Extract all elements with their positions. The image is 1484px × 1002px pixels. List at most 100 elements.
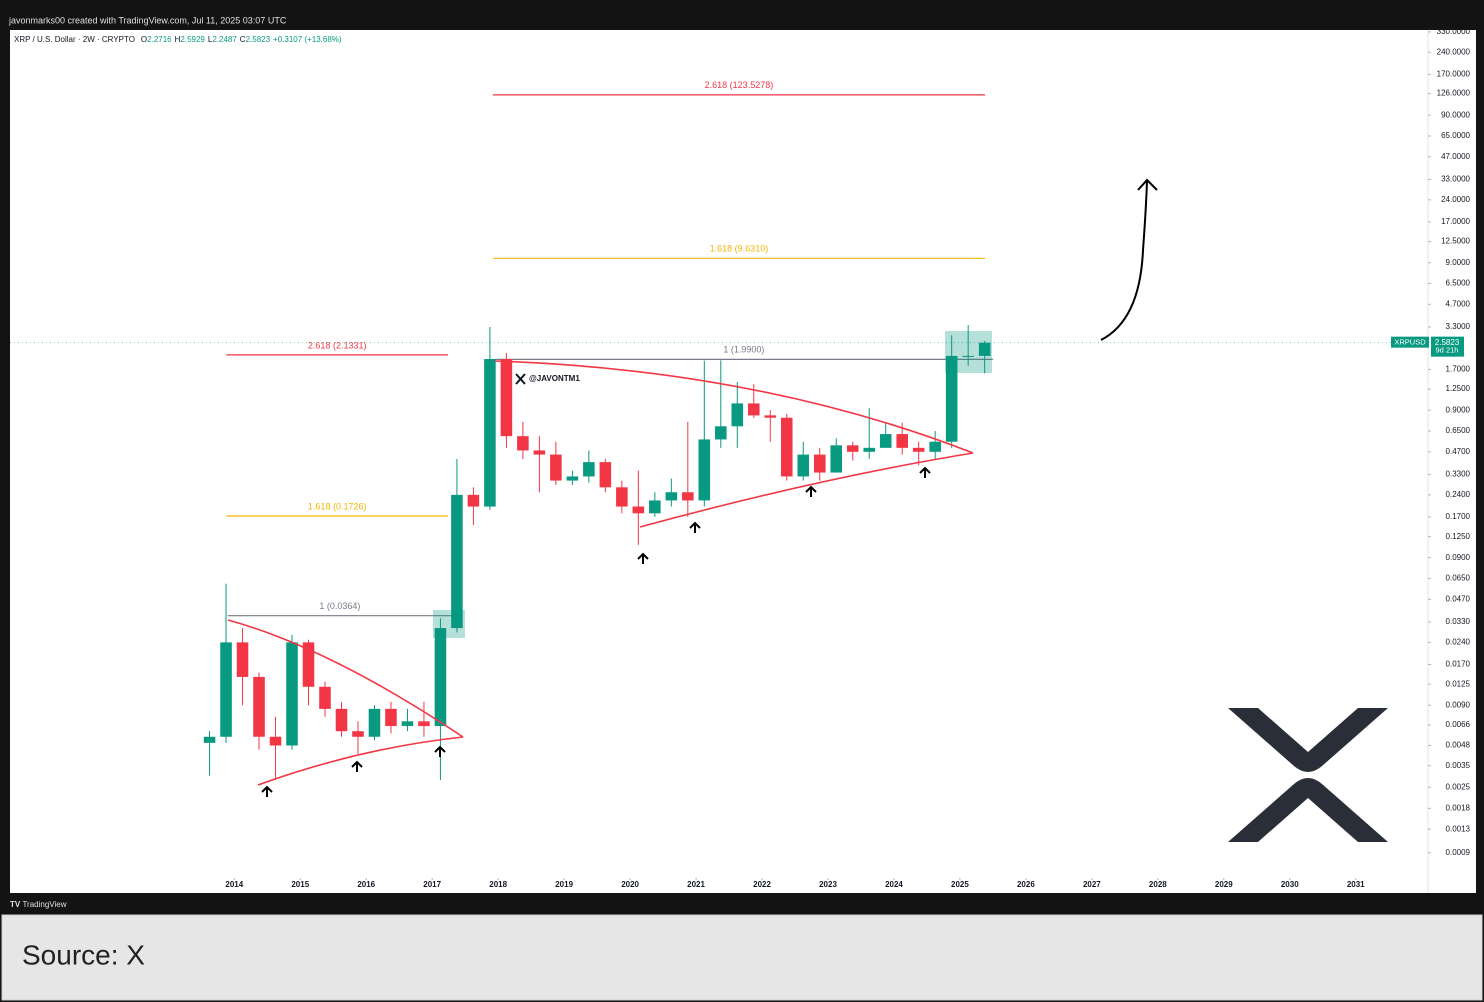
y-tick-label: 47.0000: [1441, 152, 1470, 161]
trendline: [257, 736, 464, 786]
y-tick-label: 0.0090: [1446, 700, 1471, 709]
footer-text: TradingView: [22, 900, 66, 909]
y-tick-label: 65.0000: [1441, 131, 1470, 140]
y-tick-label: 3.3000: [1446, 322, 1471, 331]
source: Source: X: [22, 939, 145, 970]
x-tick-label: 2022: [753, 880, 771, 889]
candle-body: [533, 450, 546, 455]
candle-body: [764, 415, 777, 418]
candle-body: [962, 355, 974, 357]
trendline: [639, 452, 974, 528]
candle-body: [566, 476, 579, 481]
candle-body: [748, 403, 760, 416]
candle-body: [467, 494, 480, 507]
y-tick-label: 0.9000: [1446, 405, 1471, 414]
candle-body: [599, 462, 612, 488]
level-label: 1 (1.9900): [723, 345, 764, 355]
x-tick-label: 2019: [555, 880, 573, 889]
y-tick-label: 0.0048: [1446, 741, 1471, 750]
candle-body: [698, 439, 711, 501]
x-tick-label: 2024: [885, 880, 903, 889]
x-tick-label: 2023: [819, 880, 837, 889]
candle-body: [352, 731, 364, 737]
x-tick-label: 2029: [1215, 880, 1233, 889]
y-tick-label: 1.2500: [1446, 384, 1471, 393]
candle-body: [896, 434, 908, 448]
legend: XRP / U.S. Dollar · 2W · CRYPTO O2.2716 H2…: [14, 35, 342, 44]
x-tick-label: 2026: [1017, 880, 1035, 889]
x-tick-label: 2015: [291, 880, 309, 889]
x-tick-label: 2028: [1149, 880, 1167, 889]
price-tag-countdown: 9d 21h: [1436, 346, 1459, 355]
support-arrows: [261, 466, 931, 797]
candle-body: [813, 454, 826, 473]
y-tick-label: 0.4700: [1446, 447, 1471, 456]
symbol-tag: [1391, 336, 1429, 348]
y-tick-label: 0.2400: [1446, 490, 1471, 499]
candle-body: [368, 708, 381, 737]
y-tick-label: 90.0000: [1441, 110, 1470, 119]
y-tick-label: 0.1700: [1446, 512, 1471, 521]
top-bar: [0, 0, 1484, 30]
x-tick-label: 2025: [951, 880, 969, 889]
x-tick-label: 2027: [1083, 880, 1101, 889]
candle-body: [846, 445, 859, 452]
x-tick-label: 2030: [1281, 880, 1299, 889]
arrow: [637, 552, 649, 564]
x-tick-label: 2018: [489, 880, 507, 889]
watermark: @JAVONTM1: [515, 373, 580, 385]
y-tick-label: 4.7000: [1446, 299, 1471, 308]
candle-body: [682, 492, 694, 501]
y-tick-label: 33.0000: [1441, 175, 1470, 184]
highlight-box: [945, 331, 992, 373]
y-tick-label: 0.0125: [1446, 679, 1471, 688]
candle-body: [929, 441, 941, 452]
y-tick-label: 24.0000: [1441, 195, 1470, 204]
source-panel: [1, 914, 1483, 1001]
y-tick-label: 0.0330: [1446, 617, 1471, 626]
candle-body: [978, 342, 991, 356]
candle-body: [203, 736, 216, 743]
y-tick-label: 0.0470: [1446, 594, 1471, 603]
arrow: [805, 485, 817, 497]
candle-body: [484, 359, 496, 507]
y-tick-label: 12.5000: [1441, 237, 1470, 246]
candle-body: [731, 403, 744, 427]
x-logo: [515, 373, 526, 385]
ohlc-key: L: [208, 35, 213, 44]
y-tick-label: 240.0000: [1437, 47, 1471, 56]
y-tick-label: 170.0000: [1437, 70, 1471, 79]
y-tick-label: 9.0000: [1446, 258, 1471, 267]
candle-body: [269, 736, 282, 746]
candle-body: [945, 355, 958, 442]
candle-body: [236, 642, 249, 677]
trendline: [494, 360, 974, 454]
level-label: 1.618 (9.6310): [710, 244, 769, 254]
x-tick-label: 2014: [225, 880, 243, 889]
y-tick-label: 0.3300: [1446, 470, 1471, 479]
candle-body: [286, 642, 298, 746]
arrow: [351, 760, 363, 772]
candle-body: [583, 462, 595, 477]
footer-bar: [0, 893, 1484, 915]
level-label: 2.618 (123.5278): [705, 80, 774, 90]
candle-body: [649, 500, 661, 514]
y-tick-label: 330.0000: [1437, 27, 1471, 36]
level-label: 2.618 (2.1331): [308, 340, 367, 350]
candle-body: [517, 436, 529, 451]
plot-area: [10, 30, 1476, 893]
candle-body: [335, 708, 348, 732]
ohlc-value: 2.5929: [180, 35, 205, 44]
candle-body: [253, 676, 265, 737]
projection-arrow: [1100, 178, 1158, 341]
logo-bottom: [1228, 778, 1388, 842]
y-tick-label: 6.5000: [1446, 279, 1471, 288]
candle-body: [830, 445, 843, 473]
y-tick-label: 0.0170: [1446, 660, 1471, 669]
symbol-tag-text: XRPUSD: [1394, 338, 1426, 347]
x-tick-label: 2021: [687, 880, 705, 889]
candle-body: [401, 721, 414, 727]
candle-body: [385, 708, 397, 727]
candle-body: [616, 487, 628, 507]
